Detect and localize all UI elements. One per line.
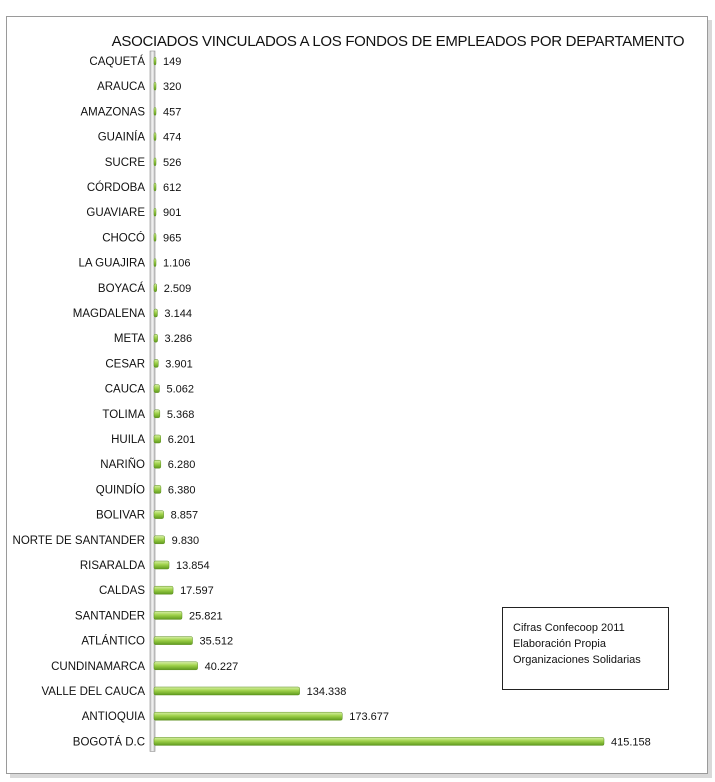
bar xyxy=(153,510,164,519)
category-label: CHOCÓ xyxy=(102,231,145,244)
value-label: 474 xyxy=(163,132,181,144)
value-label: 415.158 xyxy=(611,736,651,748)
value-label: 612 xyxy=(163,182,181,194)
chart-title: ASOCIADOS VINCULADOS A LOS FONDOS DE EMP… xyxy=(112,33,685,50)
value-label: 134.338 xyxy=(307,686,347,698)
value-label: 320 xyxy=(163,81,181,93)
category-label: ANTIOQUIA xyxy=(82,711,146,723)
value-label: 6.201 xyxy=(168,434,196,446)
category-label: NORTE DE SANTANDER xyxy=(13,535,145,547)
category-label: RISARALDA xyxy=(80,560,146,572)
category-label: BOLIVAR xyxy=(96,510,145,522)
category-label: HUILA xyxy=(111,434,145,446)
value-label: 40.227 xyxy=(205,661,239,673)
category-label: VALLE DEL CAUCA xyxy=(41,686,145,698)
value-label: 9.830 xyxy=(172,535,200,547)
source-note-line-2: Elaboración Propia xyxy=(513,638,606,650)
value-label: 965 xyxy=(163,232,181,244)
value-label: 13.854 xyxy=(176,560,210,572)
category-label: TOLIMA xyxy=(102,409,145,421)
source-note: Cifras Confecoop 2011 Elaboración Propia… xyxy=(502,607,669,690)
category-label: BOGOTÁ D.C xyxy=(73,735,145,748)
category-label: ARAUCA xyxy=(97,81,145,93)
bar xyxy=(153,636,193,645)
value-label: 3.286 xyxy=(165,333,193,345)
value-label: 173.677 xyxy=(349,711,389,723)
bar xyxy=(153,434,161,444)
bar xyxy=(153,258,157,267)
bar xyxy=(153,485,162,494)
bar xyxy=(153,409,161,419)
category-label: BOYACÁ xyxy=(98,282,145,295)
category-label: LA GUAJIRA xyxy=(79,258,146,270)
bar xyxy=(153,384,160,393)
bar xyxy=(153,661,198,671)
value-label: 5.368 xyxy=(167,409,195,421)
category-label: MAGDALENA xyxy=(73,308,146,320)
bar xyxy=(153,233,157,242)
source-note-line-3: Organizaciones Solidarias xyxy=(513,654,641,666)
category-label: SANTANDER xyxy=(75,610,145,622)
category-label: CAQUETÁ xyxy=(89,55,145,68)
value-label: 8.857 xyxy=(171,510,199,522)
bar xyxy=(153,81,157,91)
value-label: 17.597 xyxy=(180,585,214,597)
bar xyxy=(153,56,157,66)
category-label: SUCRE xyxy=(105,157,146,169)
value-label: 457 xyxy=(163,106,181,118)
bar xyxy=(153,737,605,746)
category-label: CÓRDOBA xyxy=(87,181,145,194)
bar xyxy=(153,283,157,293)
bar xyxy=(153,207,157,217)
value-label: 25.821 xyxy=(189,610,223,622)
bar xyxy=(153,333,158,343)
value-label: 526 xyxy=(163,157,181,169)
category-label: META xyxy=(114,333,145,345)
bar xyxy=(153,157,157,167)
category-label: NARIÑO xyxy=(100,458,145,471)
category-label: CUNDINAMARCA xyxy=(51,661,145,673)
bar xyxy=(153,560,170,570)
bar xyxy=(153,585,174,595)
value-label: 6.280 xyxy=(168,459,196,471)
category-label: GUAINÍA xyxy=(98,131,146,144)
value-label: 3.144 xyxy=(164,308,192,320)
bar xyxy=(153,308,158,318)
source-note-line-1: Cifras Confecoop 2011 xyxy=(513,622,625,634)
bar xyxy=(153,535,165,545)
bar xyxy=(153,182,157,192)
value-label: 6.380 xyxy=(168,484,196,496)
category-label: ATLÁNTICO xyxy=(81,635,145,648)
value-label: 35.512 xyxy=(199,636,233,648)
value-label: 2.509 xyxy=(164,283,192,295)
category-label: AMAZONAS xyxy=(80,106,145,118)
bar xyxy=(153,711,343,721)
category-label: CAUCA xyxy=(105,384,146,396)
y-axis xyxy=(149,50,156,752)
value-label: 901 xyxy=(163,207,181,219)
category-label: CESAR xyxy=(105,358,145,370)
value-label: 149 xyxy=(163,56,181,68)
bar xyxy=(153,611,183,620)
value-label: 5.062 xyxy=(166,384,194,396)
category-label: GUAVIARE xyxy=(86,207,145,219)
bar xyxy=(153,359,159,368)
bar xyxy=(153,686,300,696)
value-label: 1.106 xyxy=(163,258,191,270)
bar xyxy=(153,459,162,469)
value-label: 3.901 xyxy=(165,358,193,370)
category-label: QUINDÍO xyxy=(96,483,145,496)
bar xyxy=(153,132,157,141)
category-label: CALDAS xyxy=(99,585,145,597)
bar xyxy=(153,107,157,116)
